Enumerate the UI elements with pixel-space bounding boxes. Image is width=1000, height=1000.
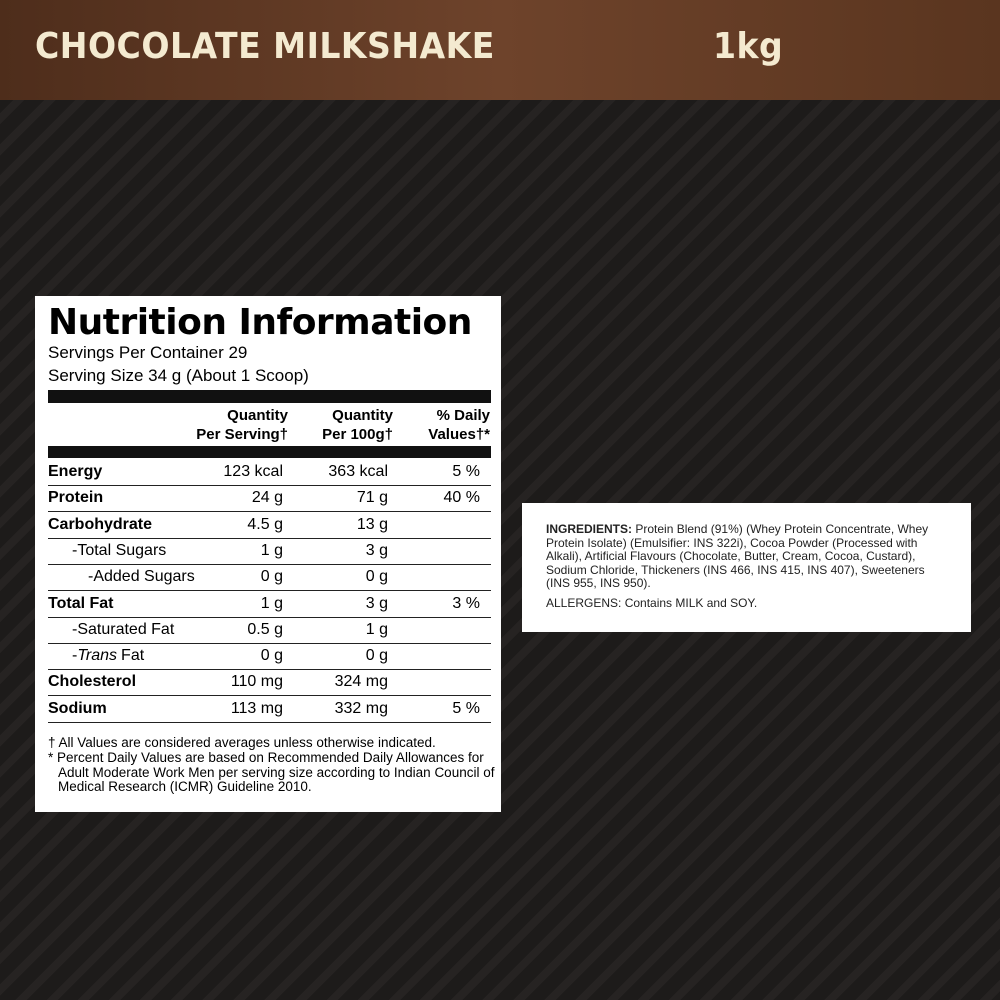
nutrient-value: 4.5 g bbox=[247, 515, 283, 533]
nutrient-value: 0 g bbox=[260, 647, 283, 665]
label-part: Trans bbox=[77, 647, 118, 665]
nutrient-label: Protein bbox=[48, 489, 104, 507]
nutrient-label: Carbohydrate bbox=[48, 515, 153, 533]
rule bbox=[48, 446, 491, 458]
nutrient-value: 1 g bbox=[260, 594, 283, 612]
column-header: % Daily Values†* bbox=[428, 406, 490, 444]
product-title: CHOCOLATE MILKSHAKE bbox=[35, 26, 495, 67]
column-header-line: Quantity bbox=[332, 407, 393, 424]
nutrient-value: 13 g bbox=[356, 515, 388, 533]
nutrient-label: -Trans Fat bbox=[72, 647, 144, 665]
nutrient-row: Cholesterol 110 mg 324 mg bbox=[48, 669, 491, 697]
nutrient-row: -Added Sugars 0 g 0 g bbox=[48, 564, 491, 592]
column-header-line: % Daily bbox=[436, 407, 490, 424]
serving-size: Serving Size 34 g (About 1 Scoop) bbox=[48, 366, 309, 385]
nutrient-value: 332 mg bbox=[334, 699, 388, 717]
nutrient-value: 324 mg bbox=[334, 673, 388, 691]
nutrient-value: 0 g bbox=[260, 568, 283, 586]
nutrient-value: 123 kcal bbox=[223, 463, 283, 480]
header-band: CHOCOLATE MILKSHAKE 1kg bbox=[0, 0, 1000, 100]
footnote: † All Values are considered averages unl… bbox=[48, 735, 436, 750]
nutrient-row: Total Fat 1 g 3 g 3 % bbox=[48, 591, 491, 618]
nutrient-value: 3 % bbox=[452, 594, 480, 612]
footnote: * Percent Daily Values are based on Reco… bbox=[48, 750, 495, 794]
ingredients-text: Protein Blend (91%) (Whey Protein Concen… bbox=[546, 522, 929, 590]
servings: Servings Per Container 29 bbox=[48, 343, 248, 362]
nutrient-value: 0 g bbox=[365, 647, 388, 665]
nutrient-value: 1 g bbox=[365, 620, 388, 638]
nutrient-row: -Total Sugars 1 g 3 g bbox=[48, 538, 491, 565]
nutrient-value: 113 mg bbox=[230, 699, 283, 717]
nutrient-value: 5 % bbox=[452, 699, 480, 717]
rule bbox=[48, 390, 491, 403]
nutrient-label: -Saturated Fat bbox=[72, 620, 175, 638]
column-header-line: Values†* bbox=[428, 426, 490, 443]
nutrition-panel: Nutrition Information Servings Per Conta… bbox=[35, 296, 501, 812]
column-header: Quantity Per 100g† bbox=[322, 406, 393, 444]
column-header-line: Quantity bbox=[227, 407, 288, 424]
nutrient-value: 0 g bbox=[365, 568, 388, 586]
nutrient-value: 110 mg bbox=[230, 673, 283, 691]
nutrient-row: Sodium 113 mg 332 mg 5 % bbox=[48, 696, 491, 723]
nutrient-row: Energy 123 kcal 363 kcal 5 % bbox=[48, 459, 491, 486]
column-header-line: Per Serving† bbox=[196, 426, 288, 443]
nutrient-row: Carbohydrate 4.5 g 13 g bbox=[48, 512, 491, 539]
nutrient-row: -Trans Fat 0 g 0 g bbox=[48, 643, 491, 671]
nutrient-label: Sodium bbox=[48, 699, 107, 717]
nutrient-label: Cholesterol bbox=[48, 673, 137, 691]
nutrient-label: Total Fat bbox=[48, 594, 114, 612]
nutrient-label: -Added Sugars bbox=[88, 568, 195, 586]
nutrient-value: 1 g bbox=[260, 541, 283, 559]
nutrient-label: -Total Sugars bbox=[72, 541, 167, 559]
nutrient-value: 363 kcal bbox=[328, 463, 388, 480]
nutrient-value: 3 g bbox=[365, 594, 388, 612]
nutrient-value: 40 % bbox=[443, 489, 480, 507]
nutrient-value: 0.5 g bbox=[247, 620, 283, 638]
ingredients-panel: INGREDIENTS: Protein Blend (91%) (Whey P… bbox=[522, 503, 971, 632]
nutrient-value: 5 % bbox=[452, 463, 480, 480]
label-part: - bbox=[72, 647, 78, 665]
product-size: 1kg bbox=[713, 26, 784, 67]
nutrition-title: Nutrition Information bbox=[48, 302, 472, 343]
label-part: Fat bbox=[121, 647, 145, 665]
nutrient-row: -Saturated Fat 0.5 g 1 g bbox=[48, 617, 491, 644]
nutrient-value: 24 g bbox=[251, 489, 283, 507]
ingredients: INGREDIENTS: Protein Blend (91%) (Whey P… bbox=[546, 522, 949, 591]
column-header-line: Per 100g† bbox=[322, 426, 393, 443]
column-header: Quantity Per Serving† bbox=[196, 406, 288, 444]
ingredients-heading: INGREDIENTS: bbox=[546, 522, 633, 536]
allergens: ALLERGENS: Contains MILK and SOY. bbox=[546, 595, 758, 610]
nutrient-value: 71 g bbox=[356, 489, 388, 507]
nutrient-row: Protein 24 g 71 g 40 % bbox=[48, 485, 491, 513]
nutrient-value: 3 g bbox=[365, 541, 388, 559]
nutrient-label: Energy bbox=[48, 463, 103, 480]
